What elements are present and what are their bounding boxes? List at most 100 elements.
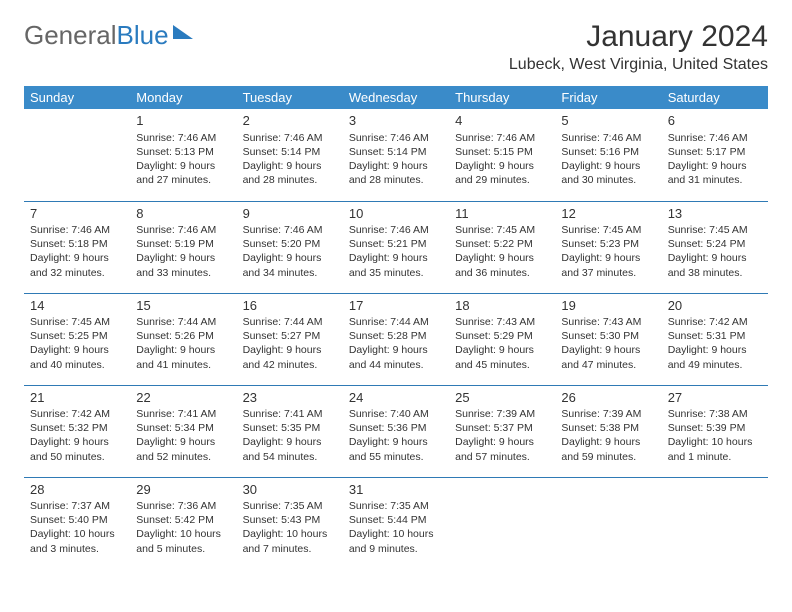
sunset-text: Sunset: 5:36 PM	[349, 421, 443, 435]
sunset-text: Sunset: 5:20 PM	[243, 237, 337, 251]
day-header: Thursday	[449, 86, 555, 109]
calendar-cell: 18Sunrise: 7:43 AMSunset: 5:29 PMDayligh…	[449, 293, 555, 385]
sunrise-text: Sunrise: 7:43 AM	[561, 315, 655, 329]
sunset-text: Sunset: 5:35 PM	[243, 421, 337, 435]
day-number: 17	[349, 297, 443, 315]
daylight-text: and 57 minutes.	[455, 450, 549, 464]
sunrise-text: Sunrise: 7:41 AM	[136, 407, 230, 421]
calendar-cell: 30Sunrise: 7:35 AMSunset: 5:43 PMDayligh…	[237, 477, 343, 569]
daylight-text: and 33 minutes.	[136, 266, 230, 280]
calendar-cell: 2Sunrise: 7:46 AMSunset: 5:14 PMDaylight…	[237, 109, 343, 201]
daylight-text: and 37 minutes.	[561, 266, 655, 280]
sunrise-text: Sunrise: 7:36 AM	[136, 499, 230, 513]
day-number: 28	[30, 481, 124, 499]
title-block: January 2024 Lubeck, West Virginia, Unit…	[509, 20, 768, 74]
day-number: 24	[349, 389, 443, 407]
calendar-cell: 23Sunrise: 7:41 AMSunset: 5:35 PMDayligh…	[237, 385, 343, 477]
day-number: 12	[561, 205, 655, 223]
daylight-text: Daylight: 10 hours	[243, 527, 337, 541]
sunrise-text: Sunrise: 7:46 AM	[30, 223, 124, 237]
sunrise-text: Sunrise: 7:45 AM	[30, 315, 124, 329]
daylight-text: and 32 minutes.	[30, 266, 124, 280]
brand-logo: GeneralBlue	[24, 20, 193, 51]
daylight-text: Daylight: 10 hours	[349, 527, 443, 541]
sunset-text: Sunset: 5:31 PM	[668, 329, 762, 343]
daylight-text: and 52 minutes.	[136, 450, 230, 464]
calendar-cell: 11Sunrise: 7:45 AMSunset: 5:22 PMDayligh…	[449, 201, 555, 293]
location-text: Lubeck, West Virginia, United States	[509, 56, 768, 74]
calendar-cell: 24Sunrise: 7:40 AMSunset: 5:36 PMDayligh…	[343, 385, 449, 477]
sunrise-text: Sunrise: 7:46 AM	[136, 223, 230, 237]
sunrise-text: Sunrise: 7:45 AM	[668, 223, 762, 237]
day-header: Tuesday	[237, 86, 343, 109]
daylight-text: and 49 minutes.	[668, 358, 762, 372]
daylight-text: and 38 minutes.	[668, 266, 762, 280]
calendar-week-row: 7Sunrise: 7:46 AMSunset: 5:18 PMDaylight…	[24, 201, 768, 293]
sunrise-text: Sunrise: 7:46 AM	[243, 131, 337, 145]
daylight-text: Daylight: 9 hours	[561, 159, 655, 173]
sunrise-text: Sunrise: 7:35 AM	[349, 499, 443, 513]
daylight-text: Daylight: 9 hours	[136, 435, 230, 449]
daylight-text: Daylight: 9 hours	[243, 343, 337, 357]
daylight-text: Daylight: 10 hours	[668, 435, 762, 449]
calendar-cell: 15Sunrise: 7:44 AMSunset: 5:26 PMDayligh…	[130, 293, 236, 385]
daylight-text: Daylight: 9 hours	[668, 159, 762, 173]
day-number: 15	[136, 297, 230, 315]
sunset-text: Sunset: 5:24 PM	[668, 237, 762, 251]
sunset-text: Sunset: 5:32 PM	[30, 421, 124, 435]
sunrise-text: Sunrise: 7:44 AM	[243, 315, 337, 329]
day-number: 10	[349, 205, 443, 223]
page-header: GeneralBlue January 2024 Lubeck, West Vi…	[24, 20, 768, 74]
day-number: 16	[243, 297, 337, 315]
daylight-text: and 30 minutes.	[561, 173, 655, 187]
sunrise-text: Sunrise: 7:46 AM	[136, 131, 230, 145]
calendar-cell: 14Sunrise: 7:45 AMSunset: 5:25 PMDayligh…	[24, 293, 130, 385]
sunrise-text: Sunrise: 7:46 AM	[561, 131, 655, 145]
day-number: 1	[136, 112, 230, 130]
day-number: 9	[243, 205, 337, 223]
sunrise-text: Sunrise: 7:40 AM	[349, 407, 443, 421]
calendar-cell: 31Sunrise: 7:35 AMSunset: 5:44 PMDayligh…	[343, 477, 449, 569]
daylight-text: Daylight: 9 hours	[136, 251, 230, 265]
sunset-text: Sunset: 5:40 PM	[30, 513, 124, 527]
calendar-cell	[662, 477, 768, 569]
calendar-week-row: 14Sunrise: 7:45 AMSunset: 5:25 PMDayligh…	[24, 293, 768, 385]
daylight-text: and 31 minutes.	[668, 173, 762, 187]
sunrise-text: Sunrise: 7:46 AM	[243, 223, 337, 237]
calendar-week-row: 28Sunrise: 7:37 AMSunset: 5:40 PMDayligh…	[24, 477, 768, 569]
sunset-text: Sunset: 5:44 PM	[349, 513, 443, 527]
day-number: 8	[136, 205, 230, 223]
sunrise-text: Sunrise: 7:46 AM	[668, 131, 762, 145]
calendar-cell	[449, 477, 555, 569]
daylight-text: and 45 minutes.	[455, 358, 549, 372]
sunrise-text: Sunrise: 7:39 AM	[561, 407, 655, 421]
calendar-cell: 1Sunrise: 7:46 AMSunset: 5:13 PMDaylight…	[130, 109, 236, 201]
day-header: Friday	[555, 86, 661, 109]
calendar-cell: 21Sunrise: 7:42 AMSunset: 5:32 PMDayligh…	[24, 385, 130, 477]
daylight-text: and 35 minutes.	[349, 266, 443, 280]
sunrise-text: Sunrise: 7:44 AM	[349, 315, 443, 329]
calendar-week-row: 1Sunrise: 7:46 AMSunset: 5:13 PMDaylight…	[24, 109, 768, 201]
sunrise-text: Sunrise: 7:39 AM	[455, 407, 549, 421]
sunset-text: Sunset: 5:34 PM	[136, 421, 230, 435]
day-number: 27	[668, 389, 762, 407]
daylight-text: and 28 minutes.	[349, 173, 443, 187]
daylight-text: Daylight: 9 hours	[668, 343, 762, 357]
daylight-text: Daylight: 9 hours	[349, 159, 443, 173]
calendar-table: SundayMondayTuesdayWednesdayThursdayFrid…	[24, 86, 768, 569]
daylight-text: and 1 minute.	[668, 450, 762, 464]
sunset-text: Sunset: 5:38 PM	[561, 421, 655, 435]
sunset-text: Sunset: 5:14 PM	[243, 145, 337, 159]
day-number: 4	[455, 112, 549, 130]
daylight-text: Daylight: 9 hours	[243, 435, 337, 449]
daylight-text: and 50 minutes.	[30, 450, 124, 464]
daylight-text: Daylight: 10 hours	[136, 527, 230, 541]
calendar-week-row: 21Sunrise: 7:42 AMSunset: 5:32 PMDayligh…	[24, 385, 768, 477]
daylight-text: Daylight: 9 hours	[30, 251, 124, 265]
day-number: 23	[243, 389, 337, 407]
calendar-cell: 9Sunrise: 7:46 AMSunset: 5:20 PMDaylight…	[237, 201, 343, 293]
sunrise-text: Sunrise: 7:42 AM	[30, 407, 124, 421]
day-number: 5	[561, 112, 655, 130]
calendar-cell: 13Sunrise: 7:45 AMSunset: 5:24 PMDayligh…	[662, 201, 768, 293]
sunset-text: Sunset: 5:18 PM	[30, 237, 124, 251]
